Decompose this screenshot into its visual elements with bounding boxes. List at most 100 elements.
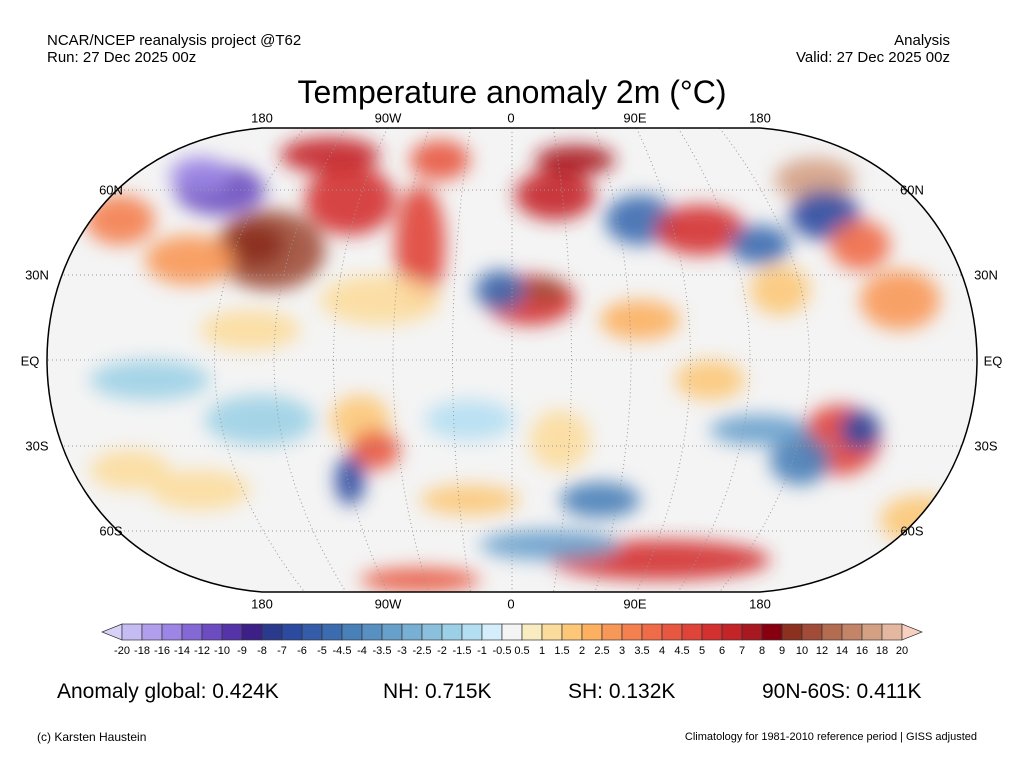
colorbar-tick-label: -14 — [174, 645, 190, 657]
anomaly-region — [410, 140, 470, 180]
colorbar-swatch — [501, 623, 523, 641]
colorbar-tick-label: -3.5 — [372, 645, 392, 657]
colorbar-tick-label: 1 — [538, 645, 546, 657]
colorbar-swatch — [521, 623, 543, 641]
colorbar-tick-label: 14 — [835, 645, 849, 657]
anomaly-region — [525, 278, 565, 302]
colorbar-swatch — [381, 623, 403, 641]
colorbar-tick-label: 16 — [855, 645, 869, 657]
map-title: Temperature anomaly 2m (°C) — [297, 74, 727, 110]
anomaly-region — [750, 265, 810, 315]
anomaly-region — [320, 275, 440, 325]
anomaly-region — [280, 137, 380, 173]
anomaly-region — [225, 223, 285, 267]
anomaly-region — [85, 195, 155, 245]
colorbar-tick-label: -1 — [477, 645, 487, 657]
colorbar-tick-label: -9 — [237, 645, 247, 657]
lat-label-right: 60N — [900, 182, 924, 198]
colorbar-tick-label: -20 — [114, 645, 130, 657]
colorbar-swatch — [661, 623, 683, 641]
colorbar-upper-triangle — [901, 623, 923, 641]
longitude-line — [333, 128, 388, 592]
colorbar-tick-label: 3 — [618, 645, 626, 657]
anomaly-region — [350, 430, 400, 470]
credit: (c) Karsten Haustein — [37, 730, 147, 744]
colorbar-swatch — [581, 623, 603, 641]
colorbar-swatch — [861, 623, 883, 641]
lon-label-bottom: 90E — [623, 596, 647, 612]
anomaly-region — [775, 158, 855, 202]
colorbar-tick-label: -1.5 — [452, 645, 472, 657]
longitude-line — [677, 128, 751, 592]
colorbar-tick-label: 4.5 — [674, 645, 690, 657]
colorbar-tick-label: 12 — [815, 645, 829, 657]
colorbar-swatch — [781, 623, 803, 641]
colorbar-tick-label: 7 — [738, 645, 746, 657]
valid-time: Valid: 27 Dec 2025 00z — [796, 49, 950, 66]
lat-label-left: 30S — [25, 438, 49, 454]
anomaly-region — [360, 568, 480, 592]
anomaly-region — [150, 470, 250, 510]
colorbar-swatch — [441, 623, 463, 641]
colorbar-swatch — [161, 623, 183, 641]
anomaly-region — [90, 450, 170, 490]
anomaly-region — [200, 310, 300, 350]
colorbar-tick-label: -0.5 — [492, 645, 512, 657]
colorbar-tick-label: 8 — [758, 645, 766, 657]
stat-global: Anomaly global: 0.424K — [57, 680, 279, 703]
lon-label-bottom: 180 — [251, 596, 273, 612]
colorbar-swatch — [261, 623, 283, 641]
lon-label-top: 180 — [749, 110, 771, 126]
anomaly-region — [205, 395, 315, 445]
colorbar-tick-label: -7 — [277, 645, 287, 657]
colorbar-swatch — [241, 623, 263, 641]
colorbar-tick-label: 2.5 — [594, 645, 610, 657]
anomaly-field — [47, 128, 977, 592]
colorbar-tick-label: -2 — [437, 645, 447, 657]
colorbar-tick-label: -12 — [194, 645, 210, 657]
colorbar-tick-label: -4.5 — [332, 645, 352, 657]
lat-label-right: 60S — [900, 523, 924, 539]
colorbar-swatch — [601, 623, 623, 641]
colorbar-tick-label: 2 — [578, 645, 586, 657]
lat-label-right: 30S — [974, 438, 998, 454]
colorbar-swatch — [361, 623, 383, 641]
colorbar-swatch — [681, 623, 703, 641]
lon-label-top: 90E — [623, 110, 647, 126]
anomaly-region — [675, 360, 745, 400]
colorbar-tick-label: -4 — [357, 645, 367, 657]
longitude-line — [636, 128, 691, 592]
colorbar-swatch — [301, 623, 323, 641]
lon-label-top: 180 — [251, 110, 273, 126]
anomaly-region — [730, 225, 790, 265]
colorbar-swatch — [181, 623, 203, 641]
colorbar-swatch — [461, 623, 483, 641]
anomaly-region — [860, 270, 940, 330]
analysis-label: Analysis — [894, 32, 950, 49]
lat-label-left: EQ — [20, 353, 40, 369]
colorbar-tick-label: -10 — [214, 645, 230, 657]
colorbar-tick-label: -5 — [317, 645, 327, 657]
colorbar-tick-label: -16 — [154, 645, 170, 657]
longitude-line — [273, 128, 347, 592]
model-label: NCAR/NCEP reanalysis project @T62 — [47, 32, 302, 49]
colorbar-swatch — [801, 623, 823, 641]
colorbar-tick-label: 3.5 — [634, 645, 650, 657]
anomaly-region — [530, 410, 590, 470]
longitude-line — [452, 128, 471, 592]
lat-label-right: EQ — [983, 353, 1003, 369]
colorbar-swatch — [401, 623, 423, 641]
colorbar-lower-triangle — [101, 623, 123, 641]
colorbar-swatch — [561, 623, 583, 641]
anomaly-region — [170, 157, 230, 193]
colorbar-tick-label: 6 — [718, 645, 726, 657]
lat-label-right: 30N — [974, 267, 998, 283]
colorbar-swatch — [841, 623, 863, 641]
colorbar-swatch — [221, 623, 243, 641]
colorbar-tick-label: 5 — [698, 645, 706, 657]
anomaly-region — [535, 145, 615, 175]
colorbar-swatch — [201, 623, 223, 641]
colorbar-swatch — [321, 623, 343, 641]
colorbar-swatch — [641, 623, 663, 641]
